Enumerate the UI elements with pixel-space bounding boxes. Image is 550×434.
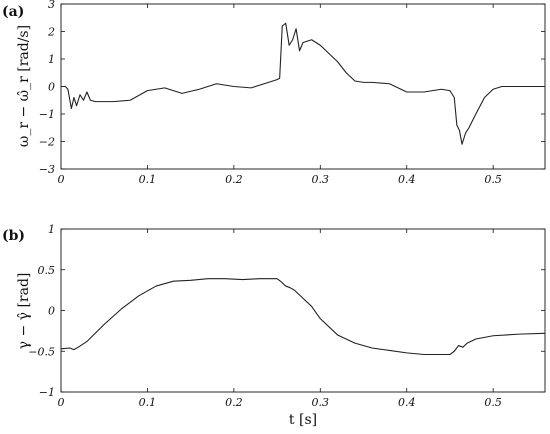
panel-b: (b) 0 0.1 0.2 0.3 0.4 0.5 −1 −0.5 0 0.5 1 γ − γ̂ [… [2, 223, 546, 428]
panel-a-ticks: 0 0.1 0.2 0.3 0.4 0.5 −3 −2 −1 0 1 2 3 [39, 0, 545, 186]
panel-b-label: (b) [2, 228, 25, 244]
panel-a-ytick-label: −1 [39, 108, 55, 121]
panel-b-ytick-label: 0 [48, 305, 55, 318]
panel-a-xtick-label: 0.4 [398, 173, 416, 186]
panel-a-ylabel-text: ω_r − ω̂_r [rad/s] [16, 25, 32, 147]
panel-a-ytick-label: 3 [48, 0, 55, 11]
panel-b-xtick-label: 0.5 [484, 396, 502, 409]
panel-a-ytick-label: −2 [39, 136, 55, 149]
panel-a-xtick-label: 0.2 [225, 173, 243, 186]
panel-b-xlabel: t [s] [289, 412, 317, 428]
panel-b-ytick-label: −1 [39, 386, 55, 399]
panel-a-series-line [61, 22, 545, 145]
panel-a: (a) 0 0.1 0.2 0.3 0.4 0.5 −3 −2 −1 0 1 2 3 ω_r − ω̂_… [2, 0, 546, 186]
panel-b-ytick-label: 1 [48, 223, 55, 236]
panel-b-xtick-label: 0.1 [139, 396, 157, 409]
panel-a-ylabel: ω_r − ω̂_r [rad/s] [16, 25, 32, 147]
panel-b-series [60, 278, 546, 356]
panel-b-ticks: 0 0.1 0.2 0.3 0.4 0.5 −1 −0.5 0 0.5 1 [28, 223, 545, 409]
panel-a-xtick-label: 0 [58, 173, 65, 186]
panel-a-ytick-label: 2 [47, 26, 55, 39]
panel-b-ytick-label: −0.5 [28, 345, 55, 358]
panel-b-plot-frame [60, 228, 546, 393]
panel-b-ytick-label: 0.5 [38, 264, 56, 277]
panel-b-series-line [60, 278, 546, 356]
panel-a-xtick-label: 0.3 [312, 173, 330, 186]
panel-a-series [61, 22, 545, 145]
panel-a-ytick-label: 0 [48, 81, 55, 94]
panel-b-ylabel-text: γ − γ̂ [rad] [16, 273, 32, 350]
panel-a-xtick-label: 0.1 [139, 173, 157, 186]
panel-a-ytick-label: 1 [48, 53, 55, 66]
panel-b-xtick-label: 0.4 [398, 396, 416, 409]
panel-b-xtick-label: 0 [58, 396, 65, 409]
panel-a-ytick-label: −3 [39, 163, 55, 176]
panel-a-label: (a) [2, 4, 24, 20]
panel-b-ylabel: γ − γ̂ [rad] [16, 273, 32, 350]
panel-a-xtick-label: 0.5 [484, 173, 502, 186]
panel-b-xtick-label: 0.3 [312, 396, 330, 409]
panel-a-plot-frame [60, 3, 546, 170]
panel-b-xtick-label: 0.2 [225, 396, 243, 409]
